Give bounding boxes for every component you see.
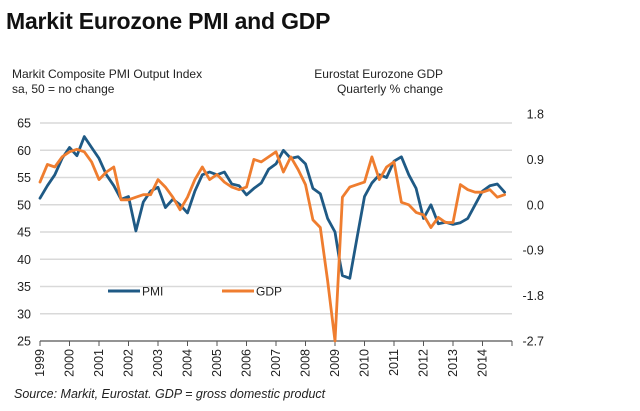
series-line-gdp [38,147,507,343]
right-axis-title-line-2: Quarterly % change [336,82,443,96]
y2-tick-label: -2.7 [522,335,544,349]
left-y-axis: 25 30 35 40 45 50 55 60 65 [17,117,31,349]
x-tick-label: 1999 [33,349,47,377]
right-y-axis: 1.8 0.9 0.0 -0.9 -1.8 -2.7 [522,108,544,349]
y-tick-label: 50 [17,198,31,212]
legend-label-gdp: GDP [256,285,282,299]
y-tick-label: 60 [17,144,31,158]
y-tick-label: 25 [17,335,31,349]
x-tick-label: 2006 [240,349,254,377]
y-tick-label: 30 [17,307,31,321]
series-line-pmi [38,135,507,280]
legend: PMI GDP [108,285,282,299]
y-tick-label: 55 [17,171,31,185]
x-tick-label: 2002 [122,349,136,377]
x-tick-label: 2011 [387,349,401,376]
y-tick-label: 65 [17,117,31,131]
x-tick-label: 2009 [328,349,342,377]
y2-tick-label: -0.9 [522,244,544,258]
left-axis-title: Markit Composite PMI Output Index sa, 50… [12,67,202,97]
series-lines [38,135,507,343]
left-axis-title-line-1: Markit Composite PMI Output Index [12,67,203,81]
y2-tick-label: 0.0 [527,198,544,212]
y-tick-label: 35 [17,280,31,294]
x-axis: 1999 2000 2001 2002 2003 2004 2005 2006 2007 2008… [33,340,513,377]
y-tick-label: 45 [17,226,31,240]
x-tick-label: 2007 [269,349,283,377]
gridlines [40,122,512,315]
y2-tick-label: 1.8 [527,108,544,122]
right-axis-title: Eurostat Eurozone GDP Quarterly % change [314,67,443,97]
x-tick-label: 2012 [417,349,431,377]
x-tick-label: 2010 [358,349,372,377]
chart-title: Markit Eurozone PMI and GDP [6,8,331,34]
left-axis-title-line-2: sa, 50 = no change [12,82,115,96]
right-axis-title-line-1: Eurostat Eurozone GDP [314,67,443,81]
x-tick-label: 2013 [446,349,460,377]
source-note: Source: Markit, Eurostat. GDP = gross do… [14,387,326,401]
x-tick-label: 2001 [92,349,106,377]
x-tick-label: 2014 [476,349,490,377]
x-tick-label: 2004 [181,349,195,377]
x-tick-label: 2008 [299,349,313,377]
y-tick-label: 40 [17,253,31,267]
x-tick-label: 2000 [63,349,77,377]
y2-tick-label: 0.9 [527,153,544,167]
x-tick-label: 2005 [210,349,224,377]
legend-label-pmi: PMI [142,285,163,299]
y2-tick-label: -1.8 [522,289,544,303]
x-tick-label: 2003 [151,349,165,377]
